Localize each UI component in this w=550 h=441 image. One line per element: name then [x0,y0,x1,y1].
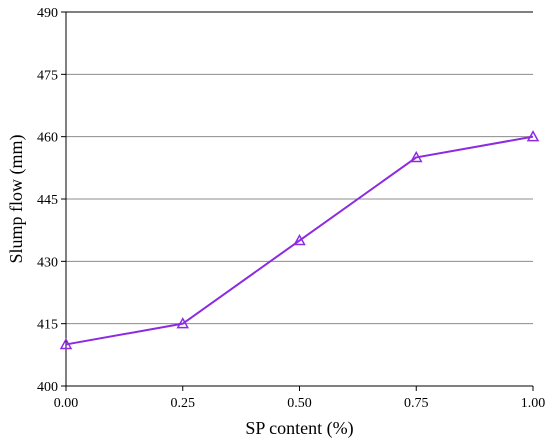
x-tick-label: 1.00 [521,396,546,411]
data-point-triangle [409,150,423,163]
axes [61,11,534,391]
x-axis-title: SP content (%) [245,418,353,439]
series-line [65,135,534,346]
y-tick-label: 475 [37,68,58,83]
data-point-triangle [59,337,73,350]
y-tick-label: 415 [37,318,58,333]
y-tick-label: 445 [37,193,58,208]
data-point-triangle [176,317,190,329]
x-tick-label: 0.00 [54,396,79,411]
tick-labels: 400 415 430 445 460 475 490 0.00 0.25 0.50 0.75 1.0… [37,6,545,411]
data-series [59,130,540,350]
y-tick-label: 490 [37,6,58,21]
y-axis-title: Slump flow (mm) [6,134,27,263]
data-point-triangle [526,130,540,142]
y-tick-label: 400 [37,380,58,395]
x-tick-label: 0.25 [171,396,196,411]
gridlines [66,73,533,325]
y-tick-label: 460 [37,131,58,146]
x-tick-label: 0.75 [404,396,429,411]
data-point-triangle [293,234,306,246]
y-tick-label: 430 [37,255,58,270]
x-tick-label: 0.50 [287,396,312,411]
